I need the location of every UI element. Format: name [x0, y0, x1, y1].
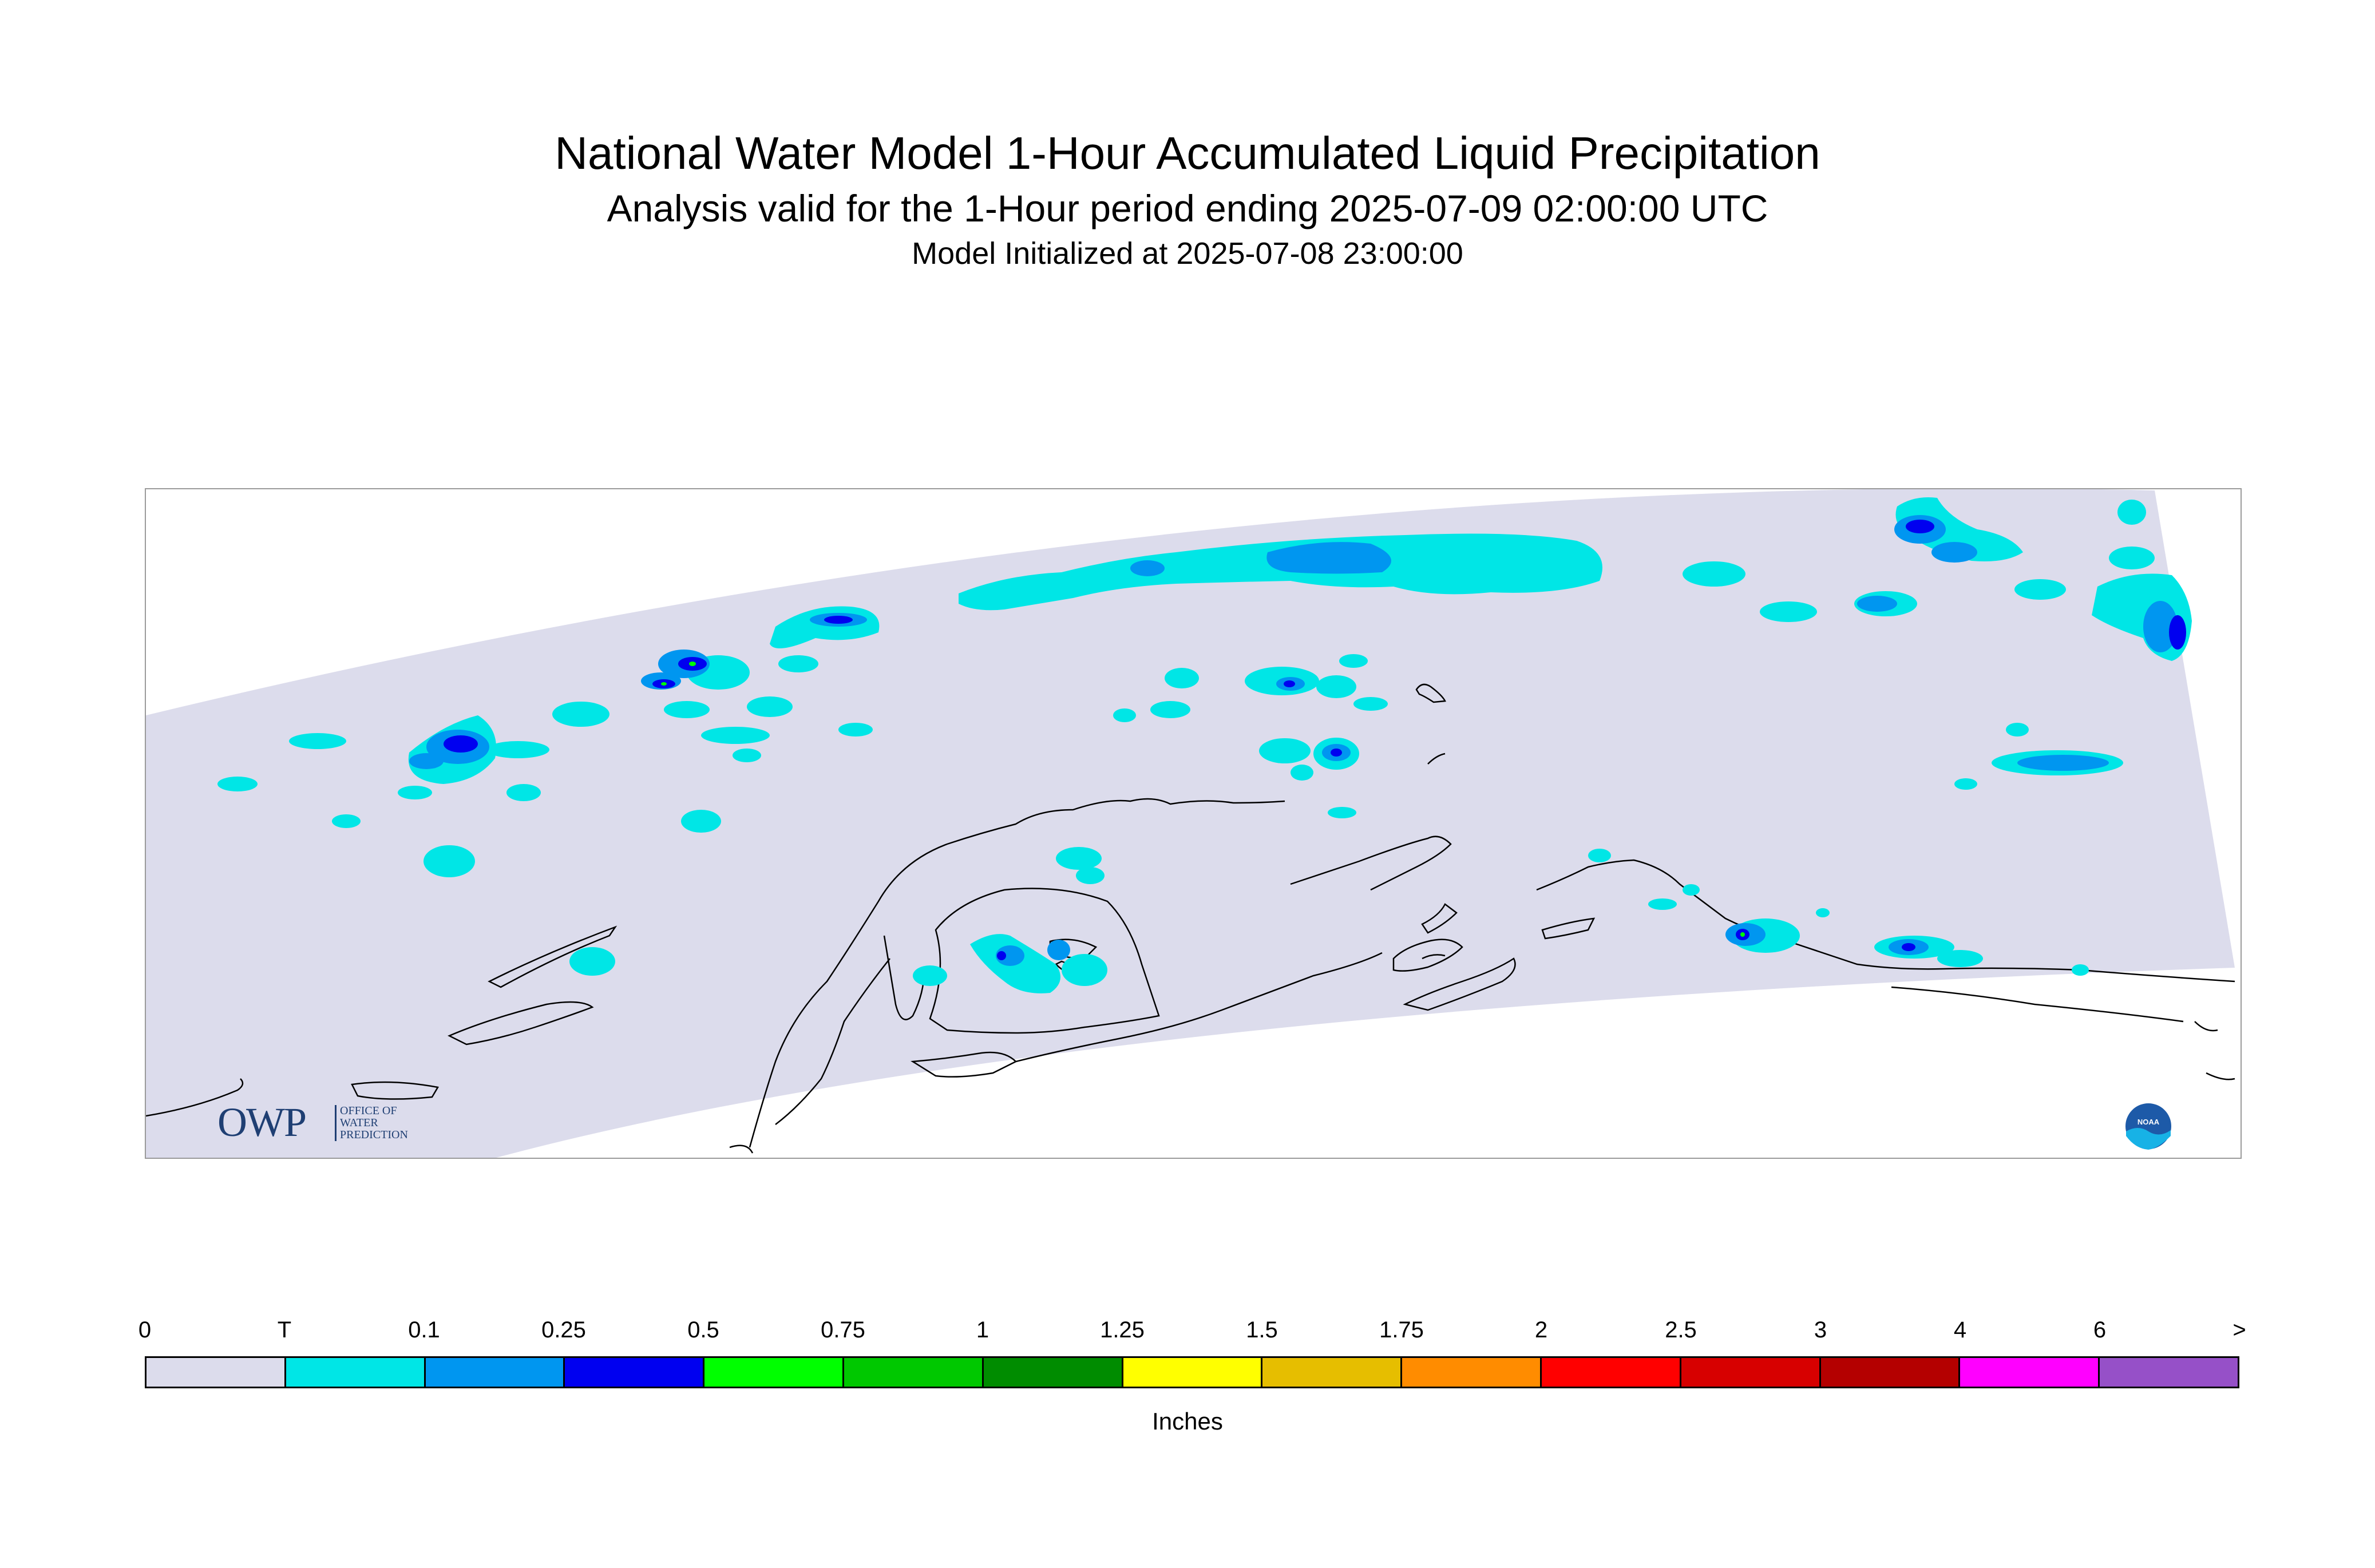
legend-swatch — [286, 1358, 426, 1387]
legend-swatch — [1681, 1358, 1821, 1387]
legend-tick-label: 2 — [1534, 1317, 1548, 1343]
legend-tick-label: > — [2232, 1317, 2246, 1343]
legend-tick-label: 0.5 — [687, 1317, 719, 1343]
precip-heavy — [661, 662, 1745, 937]
legend-swatch — [565, 1358, 705, 1387]
map-subtitle: Analysis valid for the 1-Hour period end… — [607, 187, 1768, 229]
legend-tick-label: 0.1 — [408, 1317, 440, 1343]
map-canvas — [146, 489, 2235, 1158]
legend-swatch — [147, 1358, 286, 1387]
legend-swatch — [1262, 1358, 1403, 1387]
owp-logo-letters: OWP — [217, 1099, 307, 1145]
legend-tick-label: 0 — [138, 1317, 152, 1343]
legend-swatch — [425, 1358, 565, 1387]
color-legend — [145, 1356, 2239, 1388]
owp-logo: OWP OFFICE OF WATER PREDICTION — [217, 1102, 435, 1147]
model-init-label: Model Initialized at 2025-07-08 23:00:00 — [912, 236, 1463, 271]
legend-tick-label: 6 — [2093, 1317, 2107, 1343]
legend-units-label: Inches — [1152, 1408, 1223, 1435]
noaa-logo: NOAA — [2124, 1102, 2173, 1151]
legend-tick-label: 2.5 — [1665, 1317, 1697, 1343]
legend-swatch — [844, 1358, 984, 1387]
legend-tick-label: 1.5 — [1246, 1317, 1278, 1343]
owp-logo-subtitle: OFFICE OF WATER PREDICTION — [335, 1105, 432, 1141]
legend-swatch — [1123, 1358, 1263, 1387]
legend-tick-label: 1.25 — [1100, 1317, 1145, 1343]
legend-tick-label: 0.25 — [541, 1317, 586, 1343]
legend-tick-label: 1 — [976, 1317, 989, 1343]
legend-tick-label: 3 — [1814, 1317, 1827, 1343]
map-title: National Water Model 1-Hour Accumulated … — [555, 128, 1820, 179]
legend-swatch — [704, 1358, 844, 1387]
legend-swatch — [1541, 1358, 1681, 1387]
legend-swatch — [2100, 1358, 2238, 1387]
legend-swatch — [1402, 1358, 1542, 1387]
model-domain — [146, 489, 2235, 1158]
precipitation-map[interactable]: OWP OFFICE OF WATER PREDICTION NOAA — [145, 488, 2242, 1159]
legend-tick-label: 4 — [1953, 1317, 1967, 1343]
noaa-logo-text: NOAA — [2137, 1118, 2160, 1126]
legend-tick-label: 0.75 — [821, 1317, 865, 1343]
legend-tick-label: T — [277, 1317, 292, 1343]
legend-swatch — [983, 1358, 1123, 1387]
legend-swatch — [1820, 1358, 1961, 1387]
legend-tick-label: 1.75 — [1379, 1317, 1424, 1343]
legend-swatch — [1960, 1358, 2100, 1387]
